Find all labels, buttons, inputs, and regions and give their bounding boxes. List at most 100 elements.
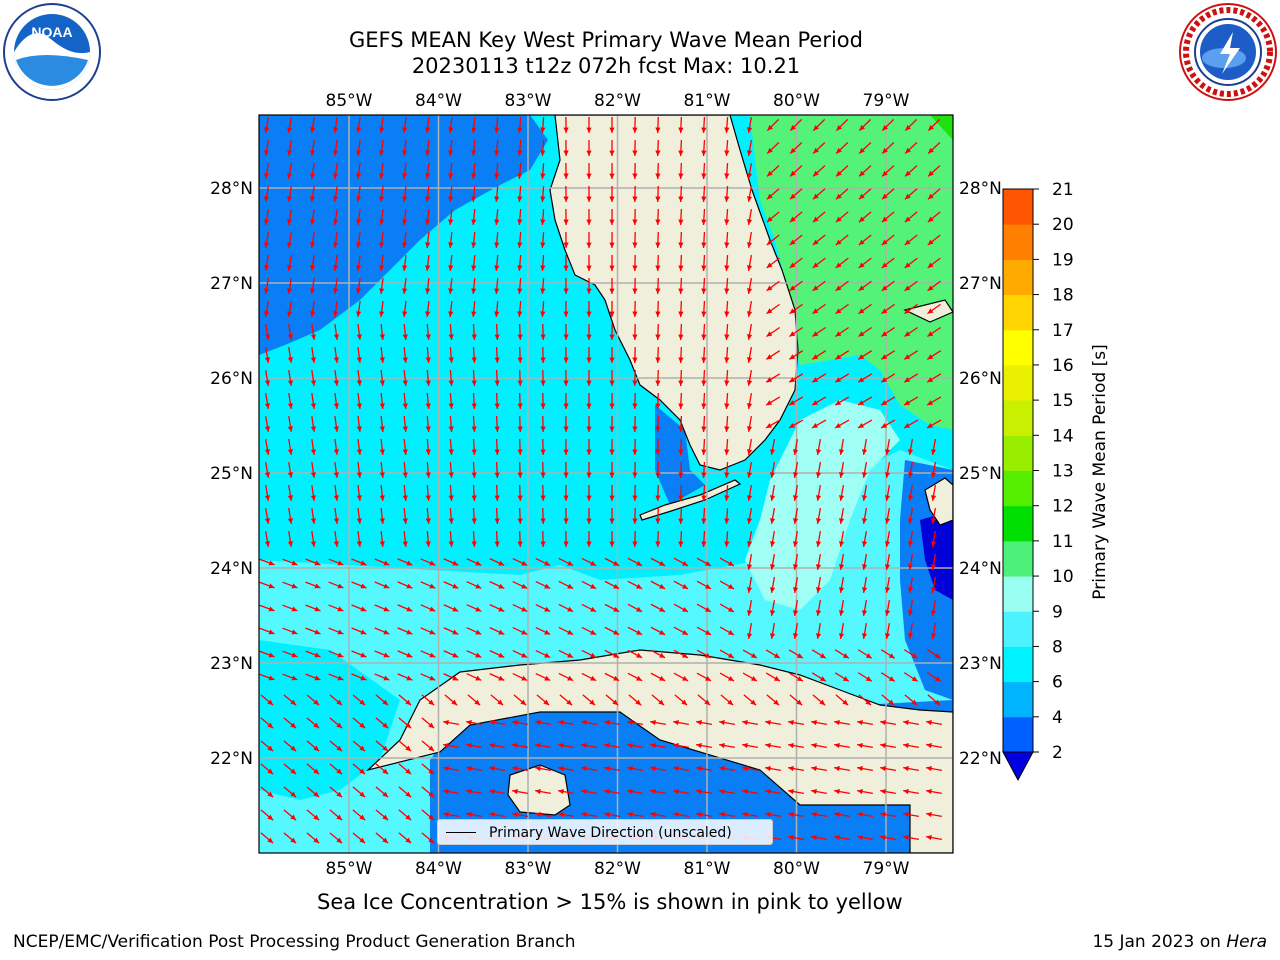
wave-arrow [655,162,661,180]
wave-arrow [586,346,592,364]
colorbar-segment [1003,435,1033,471]
wave-arrow [673,742,689,749]
wave-arrow [788,765,804,772]
wave-arrow [397,558,413,566]
wave-arrow [719,765,735,772]
wave-arrow [287,530,293,548]
wave-arrow [812,280,826,292]
wave-arrow [858,142,872,154]
colorbar-tick-label: 19 [1052,250,1074,270]
wave-arrow [857,419,873,429]
wave-arrow [655,392,661,410]
latitude-label: 27°N [959,274,1002,294]
wave-arrow [425,277,431,295]
wave-arrow [329,832,343,844]
wave-arrow [352,832,366,844]
longitude-label: 81°W [684,859,731,879]
period-field-below-2 [920,510,953,600]
wave-arrow [724,300,730,318]
wave-arrow [927,118,941,132]
wave-arrow [374,673,390,681]
wave-arrow [586,461,592,479]
wave-arrow [678,162,684,180]
wave-arrow [857,649,873,659]
wave-arrow [926,373,942,383]
wave-arrow [260,740,274,752]
wave-arrow [306,809,320,821]
wave-arrow [581,742,597,749]
wave-arrow [328,581,344,589]
period-field-2-4-keys [655,405,705,505]
wave-arrow [287,392,293,410]
wave-arrow [604,626,620,636]
wave-arrow [494,208,500,226]
wave-arrow [425,208,431,226]
wave-arrow [604,603,620,613]
wave-arrow [448,231,454,249]
wave-arrow [443,627,459,635]
wave-arrow [701,139,707,157]
wave-arrow [746,416,753,432]
wave-arrow [489,581,505,589]
wave-arrow [627,742,643,749]
colorbar-tick-label: 20 [1052,215,1074,235]
wave-arrow [466,604,482,612]
wave-arrow [536,694,550,706]
wave-arrow [517,415,523,433]
wave-arrow [287,369,293,387]
wave-arrow [494,185,500,203]
wave-arrow [678,323,684,341]
wave-arrow [398,809,412,821]
wave-arrow [719,672,735,682]
wave-arrow [540,369,546,387]
wave-arrow [356,208,362,226]
wave-arrow [655,231,661,249]
wave-arrow [926,834,942,841]
footer-organization: NCEP/EMC/Verification Post Processing Pr… [13,932,576,952]
wave-arrow [835,694,849,706]
wave-arrow [287,438,293,456]
colorbar-segment [1003,611,1033,647]
latitude-label: 27°N [210,274,253,294]
wave-arrow [563,139,569,157]
wave-arrow [540,530,546,548]
wave-arrow [812,303,826,315]
wave-arrow [563,208,569,226]
colorbar-tick-label: 6 [1052,673,1063,693]
wave-arrow [858,118,872,132]
wave-arrow [494,346,500,364]
wave-arrow [421,786,435,798]
wave-arrow [328,558,344,566]
wave-arrow [655,300,661,318]
wave-arrow [835,234,849,246]
wave-arrow [379,231,385,249]
wave-arrow [678,438,684,456]
wave-arrow [719,649,735,659]
wave-arrow [792,439,799,455]
wave-arrow [769,600,776,616]
wave-arrow [627,626,643,636]
wave-arrow [701,254,707,272]
wave-arrow [264,462,271,478]
wave-arrow [678,484,684,502]
wave-arrow [903,788,919,795]
wave-arrow [812,142,826,154]
wave-arrow [397,650,413,658]
wave-arrow [812,257,826,269]
wave-arrow [264,324,271,340]
wave-arrow [540,277,546,295]
wave-arrow [310,507,316,525]
wave-arrow [927,165,941,177]
wave-arrow [448,300,454,318]
wave-arrow [724,438,730,456]
wave-arrow [719,603,735,613]
wave-arrow [903,373,919,383]
wave-arrow [586,415,592,433]
wave-arrow [701,369,707,387]
colorbar-tick-label: 17 [1052,321,1074,341]
wave-arrow [586,392,592,410]
wave-arrow [655,484,661,502]
wave-arrow [489,719,505,726]
florida-keys [639,479,742,521]
wave-arrow [282,650,298,658]
